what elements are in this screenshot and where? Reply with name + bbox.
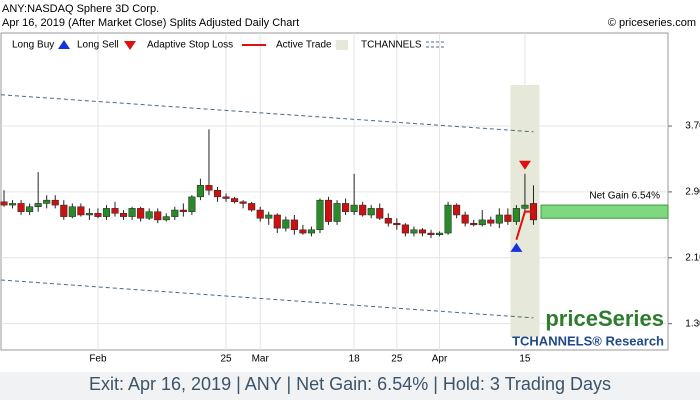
- candle-body: [51, 199, 59, 206]
- y-tick-label: 3.70: [685, 121, 700, 132]
- sell-arrow: [518, 160, 531, 170]
- candle-body: [188, 196, 196, 212]
- x-tick-label: 25: [220, 354, 232, 365]
- candle-body: [410, 229, 418, 234]
- candle-body: [34, 203, 42, 207]
- candle-body: [265, 214, 273, 219]
- candle-body: [444, 204, 452, 234]
- footer: Exit: Apr 16, 2019 | ANY | Net Gain: 6.5…: [89, 374, 611, 394]
- candle-body: [60, 204, 68, 217]
- candle-body: [171, 209, 179, 217]
- candle-body: [470, 222, 478, 226]
- candle-body: [17, 203, 25, 212]
- channel-upper: [0, 94, 534, 133]
- candle-body: [26, 206, 34, 212]
- candle-body: [154, 211, 162, 221]
- footer-band: [0, 372, 700, 400]
- y-tick-label: 2.10: [685, 252, 700, 263]
- candle-body: [256, 209, 264, 219]
- source: © priceseries.com: [608, 17, 696, 29]
- candle-body: [495, 214, 503, 224]
- candle-body: [213, 190, 222, 198]
- x-tick-label: 18: [349, 354, 361, 365]
- x-tick-label: Mar: [252, 354, 270, 365]
- candle-body: [290, 219, 298, 231]
- candle-body: [393, 222, 401, 226]
- candle-body: [162, 216, 170, 221]
- candle-body: [316, 199, 324, 231]
- candle-body: [94, 213, 102, 217]
- candle-body: [120, 213, 128, 217]
- candle-body: [239, 201, 247, 204]
- candle-body: [77, 206, 85, 216]
- candle-body: [342, 203, 350, 212]
- candle-body: [111, 208, 119, 214]
- legend-buy: [58, 40, 70, 49]
- candle-body: [453, 204, 461, 216]
- legend-label: Long Buy: [12, 40, 54, 51]
- x-tick-label: 25: [391, 354, 403, 365]
- channel-lower: [0, 279, 534, 319]
- candle-body: [384, 218, 392, 224]
- net-gain-box: [540, 204, 669, 219]
- candle-body: [487, 219, 495, 224]
- candle-body: [231, 198, 239, 203]
- candle-body: [299, 229, 307, 234]
- candle-body: [43, 199, 51, 204]
- y-tick-label: 1.30: [685, 318, 700, 329]
- x-tick-label: Feb: [89, 354, 107, 365]
- candle-body: [8, 203, 17, 206]
- candle-body: [307, 229, 315, 234]
- adaptive-stop: [515, 210, 534, 240]
- x-tick-label: 15: [519, 354, 531, 365]
- y-tick-label: 2.90: [685, 187, 700, 198]
- candle-body: [418, 229, 427, 234]
- candle-body: [102, 208, 111, 217]
- candle-body: [512, 208, 520, 222]
- legend-label: Adaptive Stop Loss: [147, 40, 233, 51]
- candle-body: [273, 214, 281, 229]
- candle-body: [179, 209, 187, 212]
- candle-body: [461, 214, 469, 224]
- candle-body: [504, 214, 512, 222]
- candle-body: [376, 208, 384, 219]
- candle-body: [196, 185, 204, 198]
- watermark: priceSeries: [545, 306, 664, 331]
- candle-body: [333, 203, 341, 222]
- candle-body: [137, 208, 145, 219]
- net-gain-label: Net Gain 6.54%: [589, 191, 660, 202]
- candle-body: [222, 196, 230, 199]
- candle-body: [282, 219, 290, 229]
- candle-body: [350, 204, 358, 212]
- candle-body: [435, 232, 444, 235]
- legend-label: TCHANNELS: [361, 40, 422, 51]
- candle-body: [248, 203, 256, 211]
- candle-body: [85, 213, 93, 216]
- candle-body: [145, 211, 153, 219]
- buy-arrow: [510, 242, 523, 252]
- watermark-sub: TCHANNELS® Research: [512, 333, 664, 348]
- legend-trade: [336, 40, 348, 50]
- legend-sell: [124, 41, 136, 50]
- candle-body: [521, 204, 529, 209]
- candle-body: [478, 219, 486, 226]
- candle-body: [401, 224, 409, 234]
- candle-body: [128, 208, 136, 217]
- candle-body: [427, 232, 435, 235]
- legend-label: Long Sell: [77, 40, 119, 51]
- legend-label: Active Trade: [276, 40, 332, 51]
- x-tick-label: Apr: [432, 354, 448, 365]
- candle-body: [367, 208, 375, 216]
- candle-body: [205, 185, 213, 191]
- chart-subtitle: Apr 16, 2019 (After Market Close) Splits…: [2, 17, 299, 29]
- candle-body: [68, 206, 76, 217]
- candle-body: [324, 199, 333, 222]
- candle-body: [359, 204, 367, 216]
- candle-body: [0, 201, 8, 206]
- chart-title: ANY:NASDAQ Sphere 3D Corp.: [2, 3, 159, 15]
